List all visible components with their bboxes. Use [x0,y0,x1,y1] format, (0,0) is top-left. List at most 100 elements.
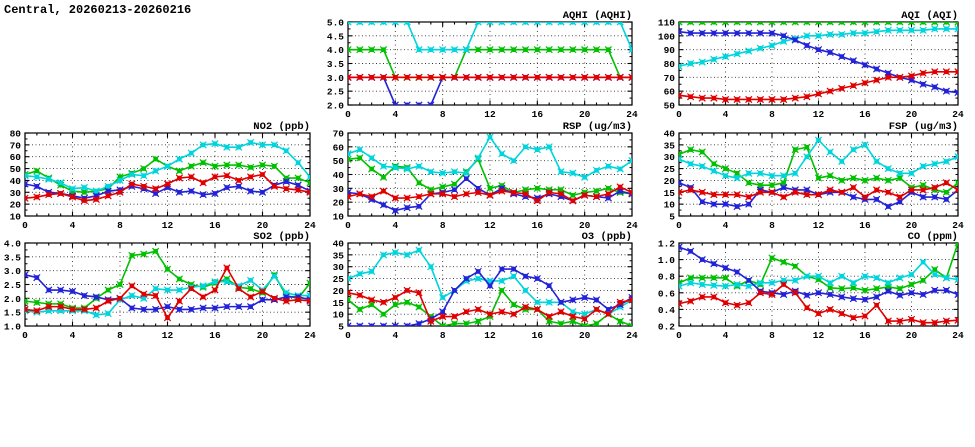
y-tick-label: 1.2 [658,239,675,250]
x-tick-label: 8 [440,220,446,231]
chart-svg-aqhi: 0 4 8 12 16 20 24 2.0 2.5 3.0 3.5 4.0 4.5 5.0 AQHI (AQ… [327,10,638,120]
chart-title: AQHI (AQHI) [563,10,632,22]
x-tick-label: 0 [676,330,682,341]
data-point-marker [955,90,958,95]
chart-no2: 0 4 8 12 16 20 24 10 20 30 40 50 60 70 80 NO2 (ppb) [0,117,324,239]
data-point-marker [546,22,552,25]
y-tick-label: 50 [10,164,22,175]
data-point-marker [932,22,938,25]
y-tick-label: 3.0 [4,266,21,277]
data-point-marker [944,22,949,25]
y-tick-label: 4.0 [327,45,344,56]
x-tick-label: 12 [162,220,174,231]
chart-aqi: 0 4 8 12 16 20 24 50 60 70 80 90 100 110 AQI (AQI) [649,6,972,128]
y-tick-label: 4.5 [327,31,344,42]
series-red [25,264,310,322]
data-point-marker [582,323,587,326]
data-point-marker [769,22,775,25]
x-tick-label: 4 [723,330,729,341]
data-point-marker [629,190,632,195]
data-point-marker [404,22,410,25]
data-point-marker [428,102,434,105]
x-tick-label: 24 [952,330,964,341]
x-tick-label: 0 [676,220,682,231]
x-tick-label: 12 [484,109,496,120]
chart-aqhi: 0 4 8 12 16 20 24 2.0 2.5 3.0 3.5 4.0 4.5 5.0 AQHI (AQ… [318,6,646,128]
data-point-marker [792,22,798,25]
x-tick-label: 16 [532,220,544,231]
y-tick-label: 0.6 [658,288,675,299]
x-tick-label: 24 [626,330,638,341]
data-point-marker [348,151,351,157]
chart-title: O3 (ppb) [582,231,632,243]
data-point-marker [955,187,958,193]
x-tick-label: 16 [859,330,871,341]
y-tick-label: 3.5 [327,59,344,70]
x-tick-label: 24 [952,109,964,120]
series-red [679,68,958,104]
data-point-marker [404,102,410,105]
y-tick-label: 70 [333,129,345,140]
y-tick-label: 1.0 [658,255,675,266]
chart-fsp: 0 4 8 12 16 20 24 5 10 15 20 25 30 35 40 FSP (ug/m3) [649,117,972,239]
y-tick-label: 110 [658,18,675,29]
x-tick-label: 20 [906,220,918,231]
y-tick-label: 40 [664,129,676,140]
y-tick-label: 1.5 [4,308,21,319]
data-point-marker [955,292,958,297]
x-tick-label: 8 [117,330,123,341]
x-tick-label: 12 [813,220,825,231]
x-tick-label: 4 [392,330,398,341]
data-point-marker [955,154,958,160]
series-red [348,73,632,81]
data-point-marker [499,22,505,25]
data-point-marker [827,22,833,25]
data-point-marker [523,22,528,25]
y-tick-label: 20 [10,200,22,211]
x-tick-label: 16 [209,220,221,231]
x-tick-label: 0 [345,220,351,231]
x-tick-label: 24 [626,109,638,120]
y-tick-label: 3.0 [327,73,344,84]
x-tick-label: 20 [579,220,591,231]
y-tick-label: 25 [333,274,345,285]
data-point-marker [897,22,903,25]
x-tick-label: 20 [579,330,591,341]
data-point-marker [348,297,351,303]
data-point-marker [885,22,891,25]
data-point-marker [307,280,310,286]
series-cyan [348,22,632,54]
data-point-marker [606,22,611,25]
data-point-marker [357,22,363,25]
x-tick-label: 4 [70,330,76,341]
data-point-marker [570,22,576,25]
data-point-marker [629,47,632,52]
y-tick-label: 100 [658,31,675,42]
y-tick-label: 10 [333,212,345,223]
x-tick-label: 24 [304,330,316,341]
y-tick-label: 20 [333,198,345,209]
data-point-marker [839,22,845,25]
data-point-marker [629,297,632,303]
data-point-marker [348,190,351,195]
data-point-marker [679,93,682,98]
x-tick-label: 20 [906,109,918,120]
chart-title: CO (ppm) [908,231,958,243]
data-point-marker [909,22,914,25]
data-point-marker [679,29,682,34]
chart-o3: 0 4 8 12 16 20 24 5 10 15 20 25 30 35 40 O3 (ppb) [318,227,646,349]
x-tick-label: 0 [345,330,351,341]
y-tick-label: 5.0 [327,18,344,29]
x-tick-label: 0 [22,220,28,231]
data-point-marker [348,194,351,199]
y-tick-label: 15 [333,298,345,309]
data-point-marker [862,22,868,25]
y-tick-label: 5 [338,322,344,333]
x-tick-label: 8 [117,220,123,231]
x-tick-label: 0 [22,330,28,341]
data-point-marker [393,323,398,326]
x-tick-label: 8 [440,330,446,341]
chart-rsp: 0 4 8 12 16 20 24 10 20 30 40 50 60 70 RSP (ug/m3) [318,117,646,239]
